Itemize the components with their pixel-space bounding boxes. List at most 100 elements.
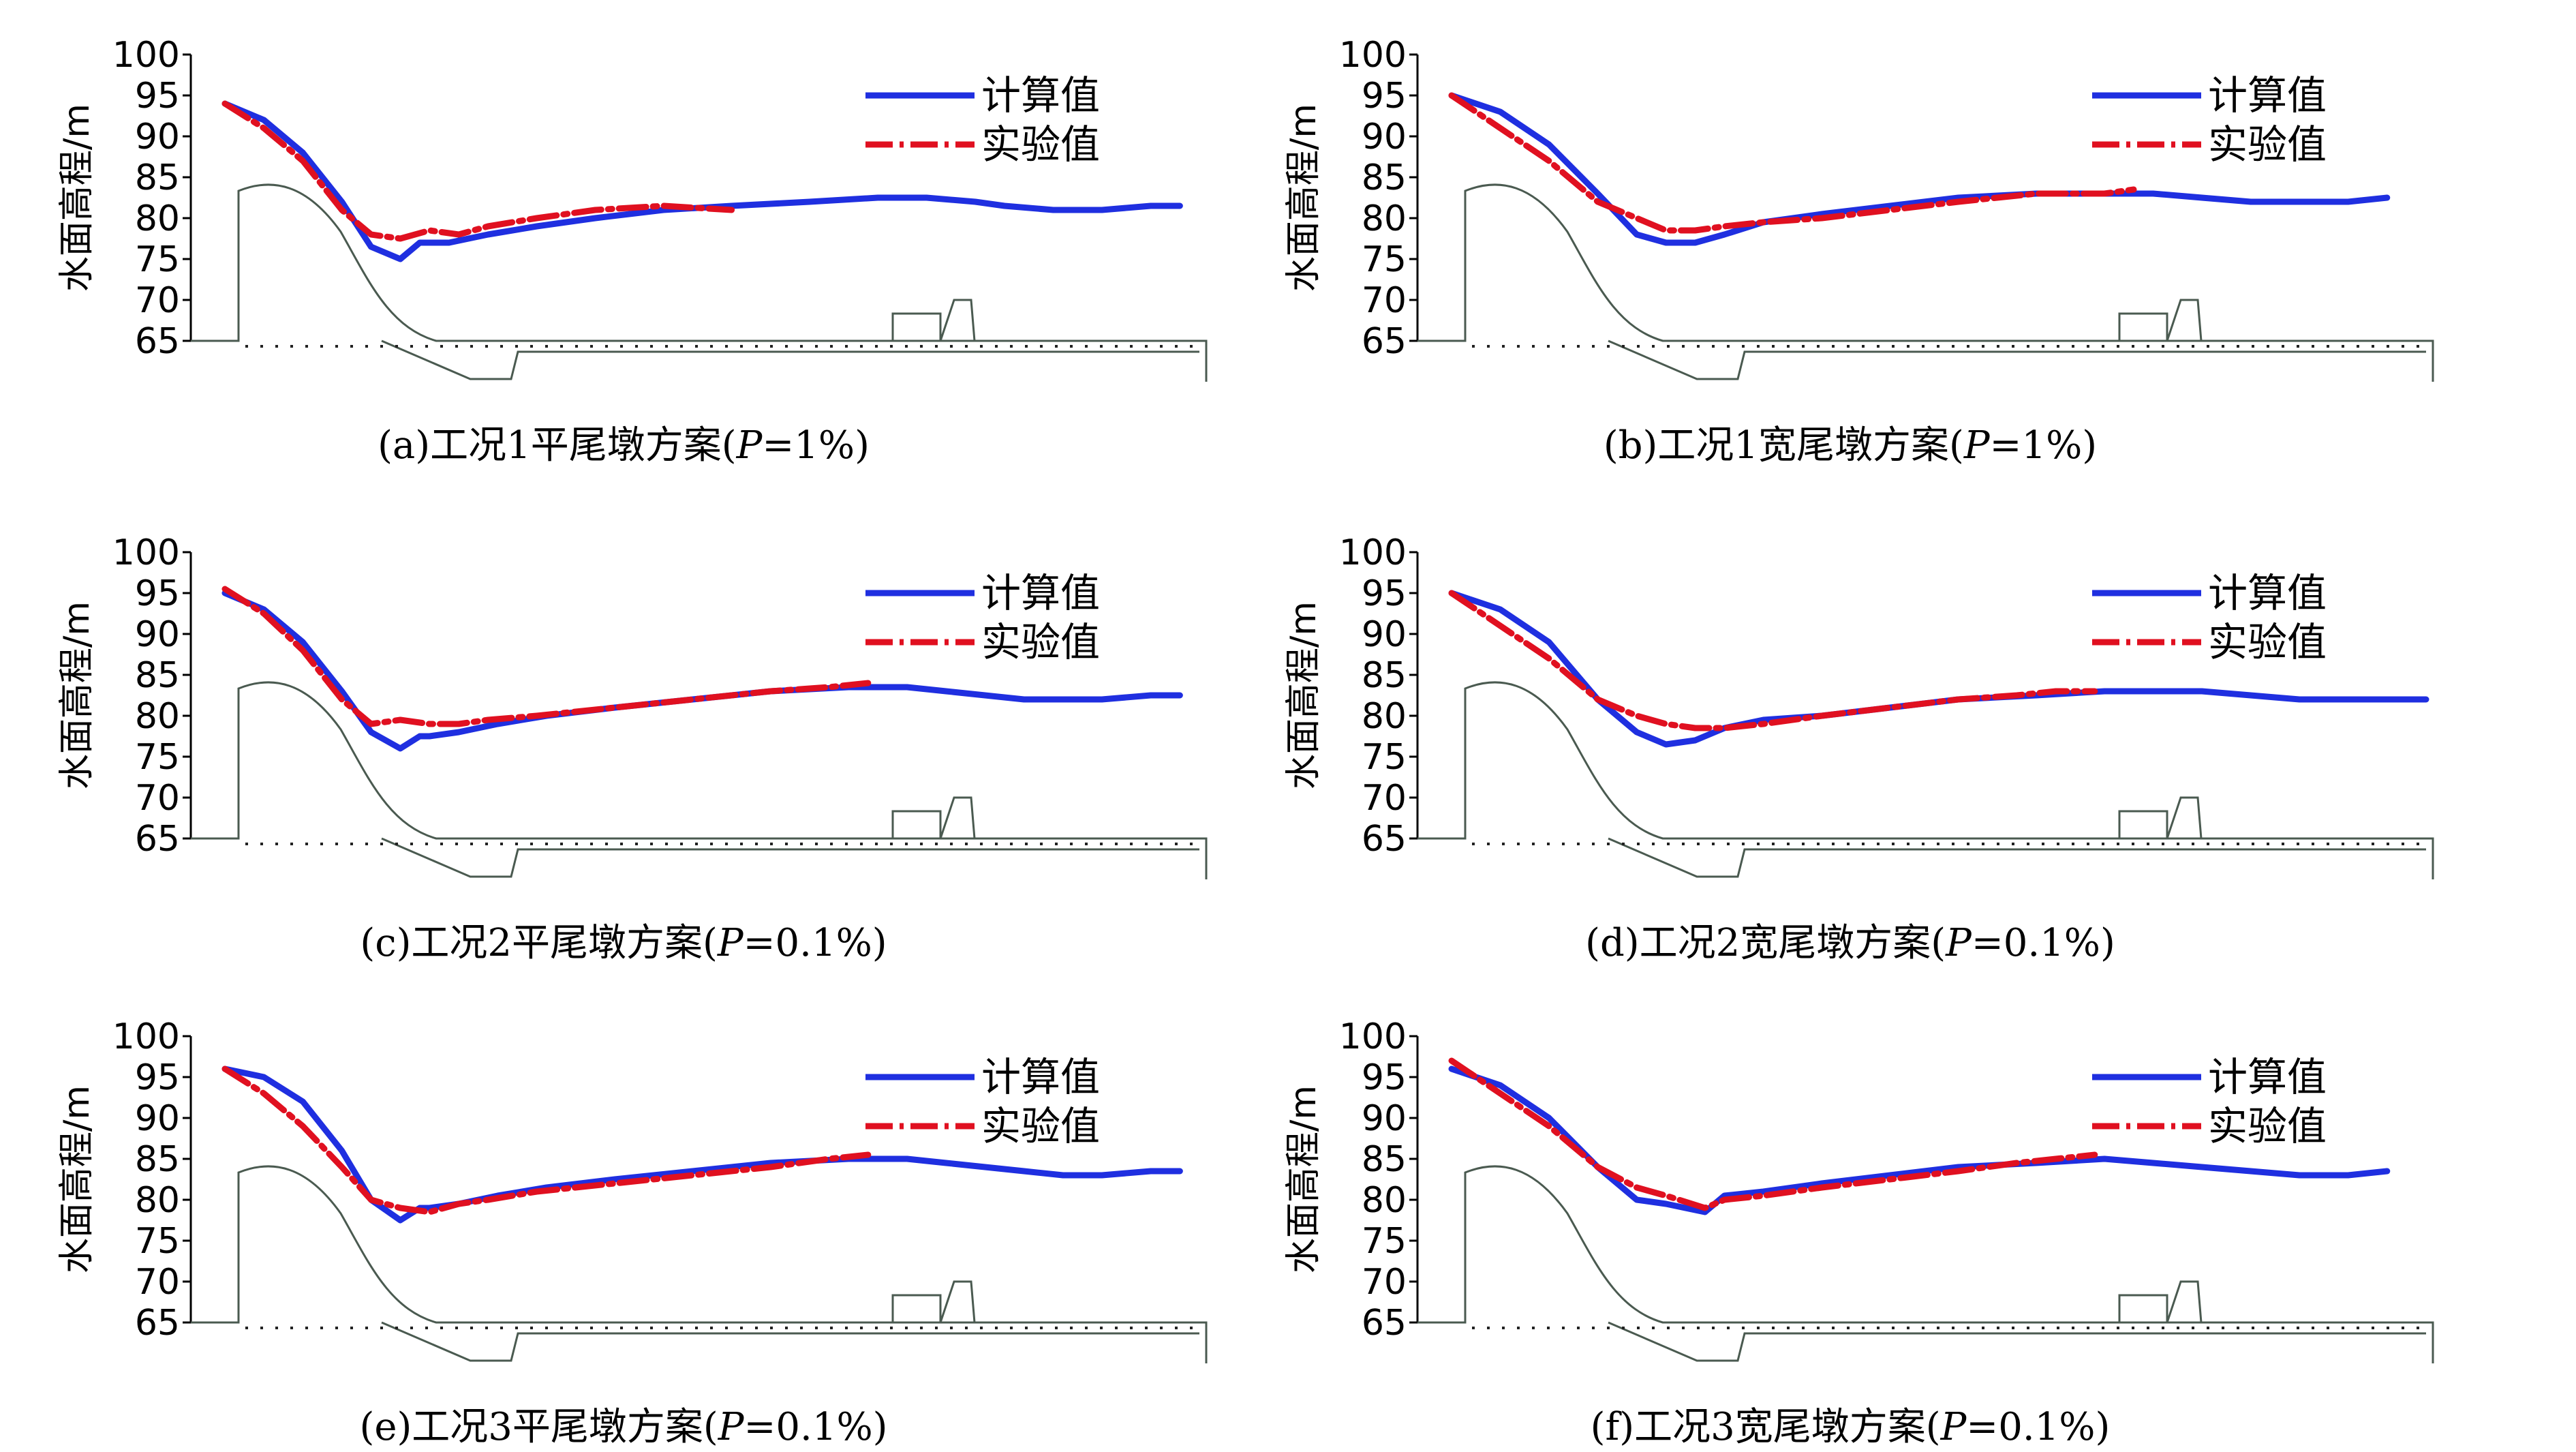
y-tick-label: 100 (1339, 532, 1407, 573)
y-tick-label: 80 (135, 198, 180, 239)
y-tick-label: 70 (135, 280, 180, 321)
tail-pier (2118, 796, 2203, 839)
caption-f: (f)工况3宽尾墩方案(P=0.1%) (1590, 1405, 2111, 1449)
series-line-experimental (1448, 590, 2098, 731)
y-tick-label: 95 (135, 1057, 180, 1098)
series-line-computed (221, 100, 1183, 262)
spillway-profile (191, 183, 1208, 382)
spillway-profile (1417, 183, 2434, 382)
y-tick-label: 65 (135, 321, 180, 362)
spillway-structure (1417, 1165, 2434, 1363)
y-tick-label: 75 (1362, 1221, 1407, 1262)
subplot-b: 100 95 90 85 80 75 70 65 水面高程/m 计算值 实验值 (b)工况1宽尾墩方… (1227, 14, 2474, 470)
y-tick-label: 90 (135, 117, 180, 157)
legend-label: 计算值 (981, 570, 1100, 616)
y-axis-label: 水面高程/m (57, 104, 97, 292)
y-tick-label: 70 (135, 1262, 180, 1303)
y-tick-label: 65 (1362, 321, 1407, 362)
spillway-structure (191, 681, 1208, 879)
basin-floor (381, 339, 1199, 380)
y-tick-label: 75 (1362, 737, 1407, 778)
y-tick-label: 100 (1339, 1016, 1407, 1057)
y-tick-label: 90 (135, 1098, 180, 1139)
tail-pier (891, 299, 976, 342)
spillway-structure (191, 183, 1208, 382)
y-tick-label: 90 (1362, 614, 1407, 655)
y-tick-label: 90 (1362, 117, 1407, 157)
series-line-experimental (221, 586, 872, 727)
spillway-structure (1417, 183, 2434, 382)
subplot-a: 100 95 90 85 80 75 70 65 水面高程/m 计算值 实验值 (a)工况1平尾墩方… (0, 14, 1247, 470)
spillway-structure (1417, 681, 2434, 879)
y-tick-label: 80 (135, 1180, 180, 1221)
spillway-profile (191, 1165, 1208, 1363)
y-axis-label: 水面高程/m (1283, 601, 1324, 789)
y-tick-label: 95 (1362, 1057, 1407, 1098)
basin-floor (1608, 837, 2426, 878)
subplot-c: 100 95 90 85 80 75 70 65 水面高程/m 计算值 实验值 (c)工况2平尾墩方… (0, 511, 1247, 968)
y-tick-label: 75 (135, 239, 180, 280)
legend-label: 计算值 (981, 1054, 1100, 1100)
tail-pier (891, 796, 976, 839)
spillway-structure (191, 1165, 1208, 1363)
caption-d: (d)工况2宽尾墩方案(P=0.1%) (1585, 921, 2115, 965)
y-axis-label: 水面高程/m (57, 1085, 97, 1273)
y-tick-label: 95 (135, 573, 180, 614)
y-tick-label: 100 (1339, 35, 1407, 76)
y-tick-label: 85 (1362, 157, 1407, 198)
y-tick-label: 70 (1362, 1262, 1407, 1303)
caption-b: (b)工况1宽尾墩方案(P=1%) (1603, 423, 2098, 468)
caption-c: (c)工况2平尾墩方案(P=0.1%) (360, 921, 887, 965)
legend-label: 实验值 (981, 121, 1100, 168)
tail-pier (2118, 299, 2203, 342)
y-tick-label: 90 (1362, 1098, 1407, 1139)
basin-floor (381, 1321, 1199, 1362)
series-line-experimental (1448, 92, 2137, 234)
series-line-experimental (221, 100, 735, 242)
y-tick-label: 70 (135, 778, 180, 819)
basin-floor (1608, 1321, 2426, 1362)
y-tick-label: 65 (135, 819, 180, 860)
legend-label: 实验值 (981, 1103, 1100, 1149)
y-tick-label: 75 (135, 737, 180, 778)
y-tick-label: 100 (112, 532, 180, 573)
basin-floor (381, 837, 1199, 878)
y-tick-label: 85 (1362, 655, 1407, 696)
y-tick-label: 95 (1362, 573, 1407, 614)
y-tick-label: 80 (1362, 1180, 1407, 1221)
series-line-experimental (221, 1065, 872, 1215)
legend-label: 计算值 (981, 72, 1100, 119)
spillway-profile (191, 681, 1208, 879)
y-tick-label: 70 (1362, 778, 1407, 819)
y-tick-label: 85 (135, 1139, 180, 1180)
series-line-computed (221, 1065, 1183, 1224)
series-line-experimental (1448, 1057, 2098, 1211)
legend-label: 计算值 (2208, 72, 2327, 119)
legend-label: 实验值 (2208, 121, 2327, 168)
legend-label: 计算值 (2208, 1054, 2327, 1100)
y-tick-label: 90 (135, 614, 180, 655)
y-tick-label: 80 (135, 696, 180, 737)
legend-label: 实验值 (2208, 619, 2327, 665)
y-axis-label: 水面高程/m (1283, 1085, 1324, 1273)
y-tick-label: 65 (1362, 819, 1407, 860)
y-tick-label: 80 (1362, 696, 1407, 737)
y-axis-label: 水面高程/m (1283, 104, 1324, 292)
y-tick-label: 95 (1362, 76, 1407, 117)
subplot-f: 100 95 90 85 80 75 70 65 水面高程/m 计算值 实验值 (f)工况3宽尾墩方… (1227, 995, 2474, 1452)
y-tick-label: 85 (135, 157, 180, 198)
y-tick-label: 80 (1362, 198, 1407, 239)
y-tick-label: 95 (135, 76, 180, 117)
tail-pier (2118, 1280, 2203, 1323)
subplot-e: 100 95 90 85 80 75 70 65 水面高程/m 计算值 实验值 (e)工况3平尾墩方… (0, 995, 1247, 1452)
y-tick-label: 85 (135, 655, 180, 696)
y-tick-label: 70 (1362, 280, 1407, 321)
tail-pier (891, 1280, 976, 1323)
